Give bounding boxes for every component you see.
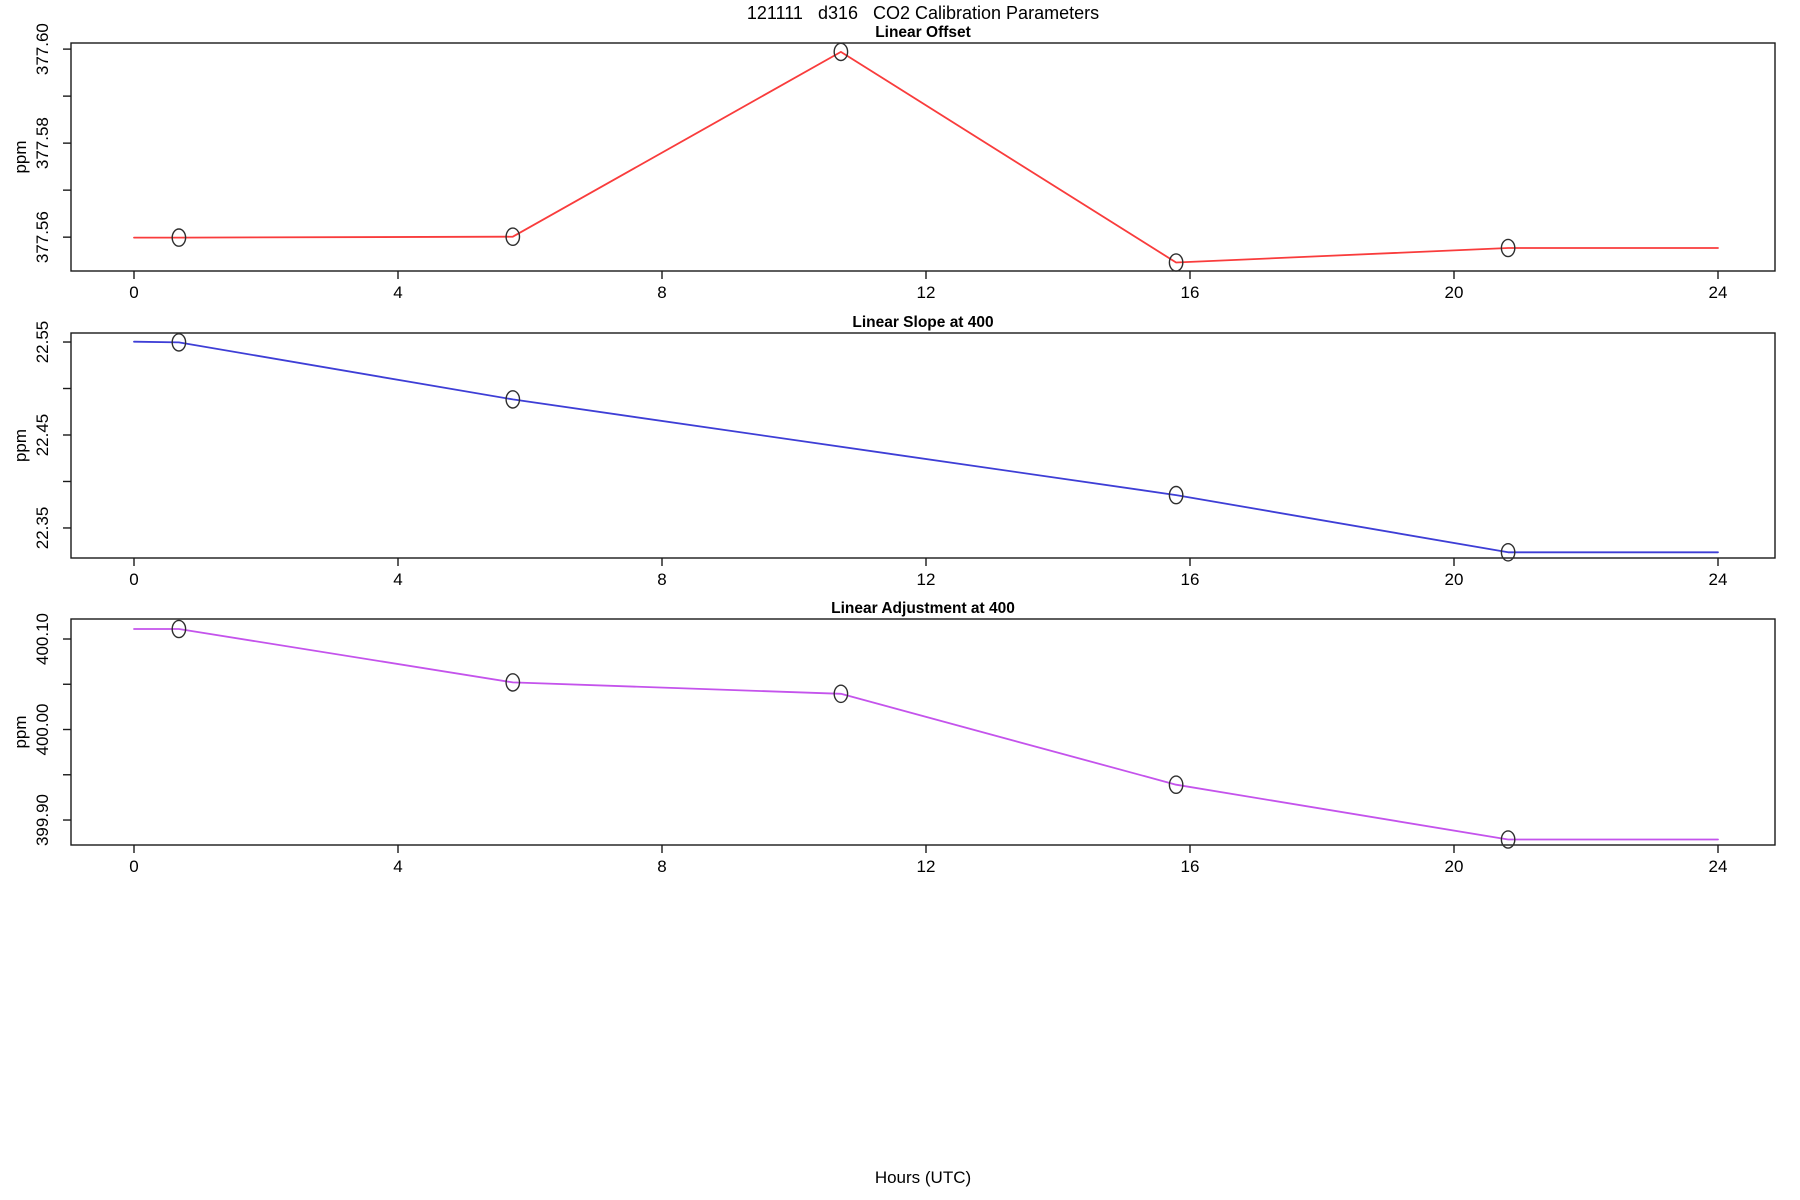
x-tick-label: 16 xyxy=(1181,283,1200,302)
linear-offset-line xyxy=(133,51,1719,264)
panel-linear-slope-at-400: Linear Slope at 400 0 4 8 12 16 20 24 22.35 22.45… xyxy=(11,314,1776,589)
x-tick-label: 4 xyxy=(393,283,402,302)
data-point-marker xyxy=(171,333,187,352)
data-point-marker xyxy=(1500,238,1516,258)
data-point-marker xyxy=(171,619,187,639)
plot-box xyxy=(70,42,1776,272)
y-tick-label: 22.35 xyxy=(33,507,52,550)
y-tick-label: 22.45 xyxy=(33,414,52,457)
y-tick-label: 400.10 xyxy=(33,613,52,665)
y-axis-label-ppm: ppm xyxy=(11,429,30,462)
y-tick-label: 377.56 xyxy=(33,211,52,263)
panel-title: Linear Adjustment at 400 xyxy=(831,600,1015,617)
data-point-marker xyxy=(1500,830,1516,849)
x-tick-label: 12 xyxy=(917,857,936,876)
x-tick-label: 12 xyxy=(917,283,936,302)
x-tick-label: 20 xyxy=(1445,570,1464,589)
plot-box xyxy=(70,332,1776,559)
x-tick-label: 8 xyxy=(657,570,666,589)
linear-adjustment-at-400-line xyxy=(133,628,1719,841)
x-tick-label: 8 xyxy=(657,283,666,302)
x-tick-label: 12 xyxy=(917,570,936,589)
x-tick-label: 24 xyxy=(1709,857,1728,876)
x-tick-label: 0 xyxy=(129,570,138,589)
data-point-marker xyxy=(171,228,187,247)
x-tick-label: 20 xyxy=(1445,283,1464,302)
x-tick-label: 4 xyxy=(393,857,402,876)
x-tick-label: 16 xyxy=(1181,857,1200,876)
y-axis-label-ppm: ppm xyxy=(11,715,30,748)
y-tick-label: 377.60 xyxy=(33,23,52,75)
panel-linear-adjustment-at-400: Linear Adjustment at 400 0 4 8 12 16 20 24 399.9… xyxy=(11,600,1776,876)
linear-slope-at-400-line xyxy=(133,340,1719,554)
data-point-marker xyxy=(833,42,849,62)
x-tick-label: 20 xyxy=(1445,857,1464,876)
y-tick-label: 399.90 xyxy=(33,794,52,846)
panel-linear-offset: Linear Offset 0 4 8 12 16 20 24 377.56 377.58 377.… xyxy=(11,23,1776,302)
data-point-marker xyxy=(1168,775,1184,795)
data-point-marker xyxy=(1500,543,1516,562)
x-tick-label: 0 xyxy=(129,857,138,876)
data-point-marker xyxy=(505,227,521,246)
figure-title: 121111 d316 CO2 Calibration Parameters xyxy=(746,3,1100,23)
y-axis-label-ppm: ppm xyxy=(11,140,30,173)
x-tick-label: 8 xyxy=(657,857,666,876)
y-tick-label: 400.00 xyxy=(33,704,52,756)
data-point-marker xyxy=(505,673,521,692)
plot-box xyxy=(70,618,1776,846)
y-tick-label: 377.58 xyxy=(33,117,52,169)
x-tick-label: 24 xyxy=(1709,570,1728,589)
data-point-marker xyxy=(505,390,521,409)
y-tick-label: 22.55 xyxy=(33,321,52,364)
data-point-marker xyxy=(833,684,849,704)
x-tick-label: 4 xyxy=(393,570,402,589)
panel-title: Linear Slope at 400 xyxy=(852,314,993,331)
data-point-marker xyxy=(1168,485,1184,505)
data-point-marker xyxy=(1168,253,1184,272)
x-tick-label: 24 xyxy=(1709,283,1728,302)
x-tick-label: 0 xyxy=(129,283,138,302)
x-tick-label: 16 xyxy=(1181,570,1200,589)
panel-title: Linear Offset xyxy=(875,24,971,41)
x-axis-label: Hours (UTC) xyxy=(874,1168,972,1187)
